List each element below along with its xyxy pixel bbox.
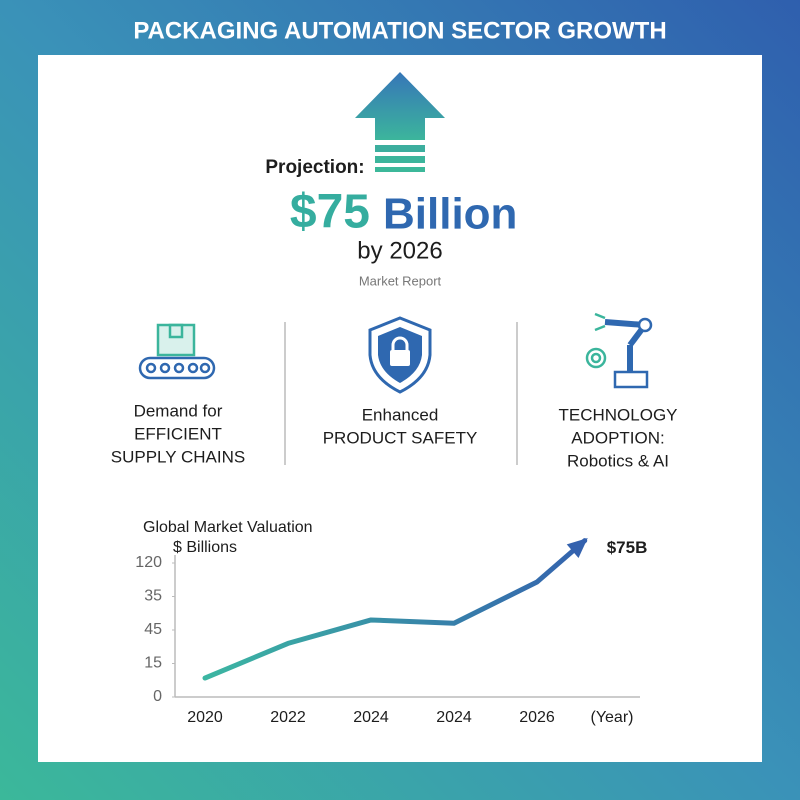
y-tick-label: 15 — [144, 655, 162, 672]
header-title: PACKAGING AUTOMATION SECTOR GROWTH — [133, 17, 666, 44]
x-tick-label: 2026 — [519, 709, 555, 726]
drivers: Demand for EFFICIENT SUPPLY CHAINS Enhanced… — [111, 401, 678, 470]
projection-unit: Billion — [383, 190, 517, 239]
arrow-head — [566, 538, 588, 558]
projection-amount: $75 — [290, 186, 370, 239]
y-tick-label: 120 — [135, 554, 162, 571]
y-tick-label: 45 — [144, 621, 162, 638]
driver-text: Demand for — [134, 401, 223, 420]
x-axis-label: (Year) — [591, 709, 634, 726]
y-axis-label: $ Billions — [173, 539, 237, 556]
projection-year: by 2026 — [357, 237, 442, 264]
driver-text: TECHNOLOGY — [558, 405, 677, 424]
robot-arm-icon — [585, 312, 653, 389]
conveyor-icon — [138, 323, 216, 380]
y-tick-label: 0 — [153, 688, 162, 705]
growth-arrow-icon — [355, 72, 445, 172]
driver-text: Robotics & AI — [567, 451, 669, 470]
projection-source: Market Report — [359, 273, 442, 288]
driver-text: PRODUCT SAFETY — [323, 428, 478, 447]
driver-text: ADOPTION: — [571, 428, 665, 447]
projection-label: Projection: — [265, 157, 364, 178]
x-tick-label: 2024 — [436, 709, 472, 726]
y-axis-label: Global Market Valuation — [143, 519, 313, 536]
shield-icon — [368, 316, 432, 394]
data-line — [202, 538, 588, 681]
driver-text: EFFICIENT — [134, 424, 222, 443]
x-tick-label: 2022 — [270, 709, 306, 726]
panel — [38, 55, 762, 762]
y-tick-label: 35 — [144, 588, 162, 605]
x-tick-label: 2024 — [353, 709, 389, 726]
driver-text: SUPPLY CHAINS — [111, 447, 245, 466]
market-chart: Global Market Valuation $ Billions 0 15 45 35… — [135, 519, 647, 726]
x-tick-label: 2020 — [187, 709, 223, 726]
annotation: $75B — [607, 538, 648, 557]
driver-text: Enhanced — [362, 405, 439, 424]
